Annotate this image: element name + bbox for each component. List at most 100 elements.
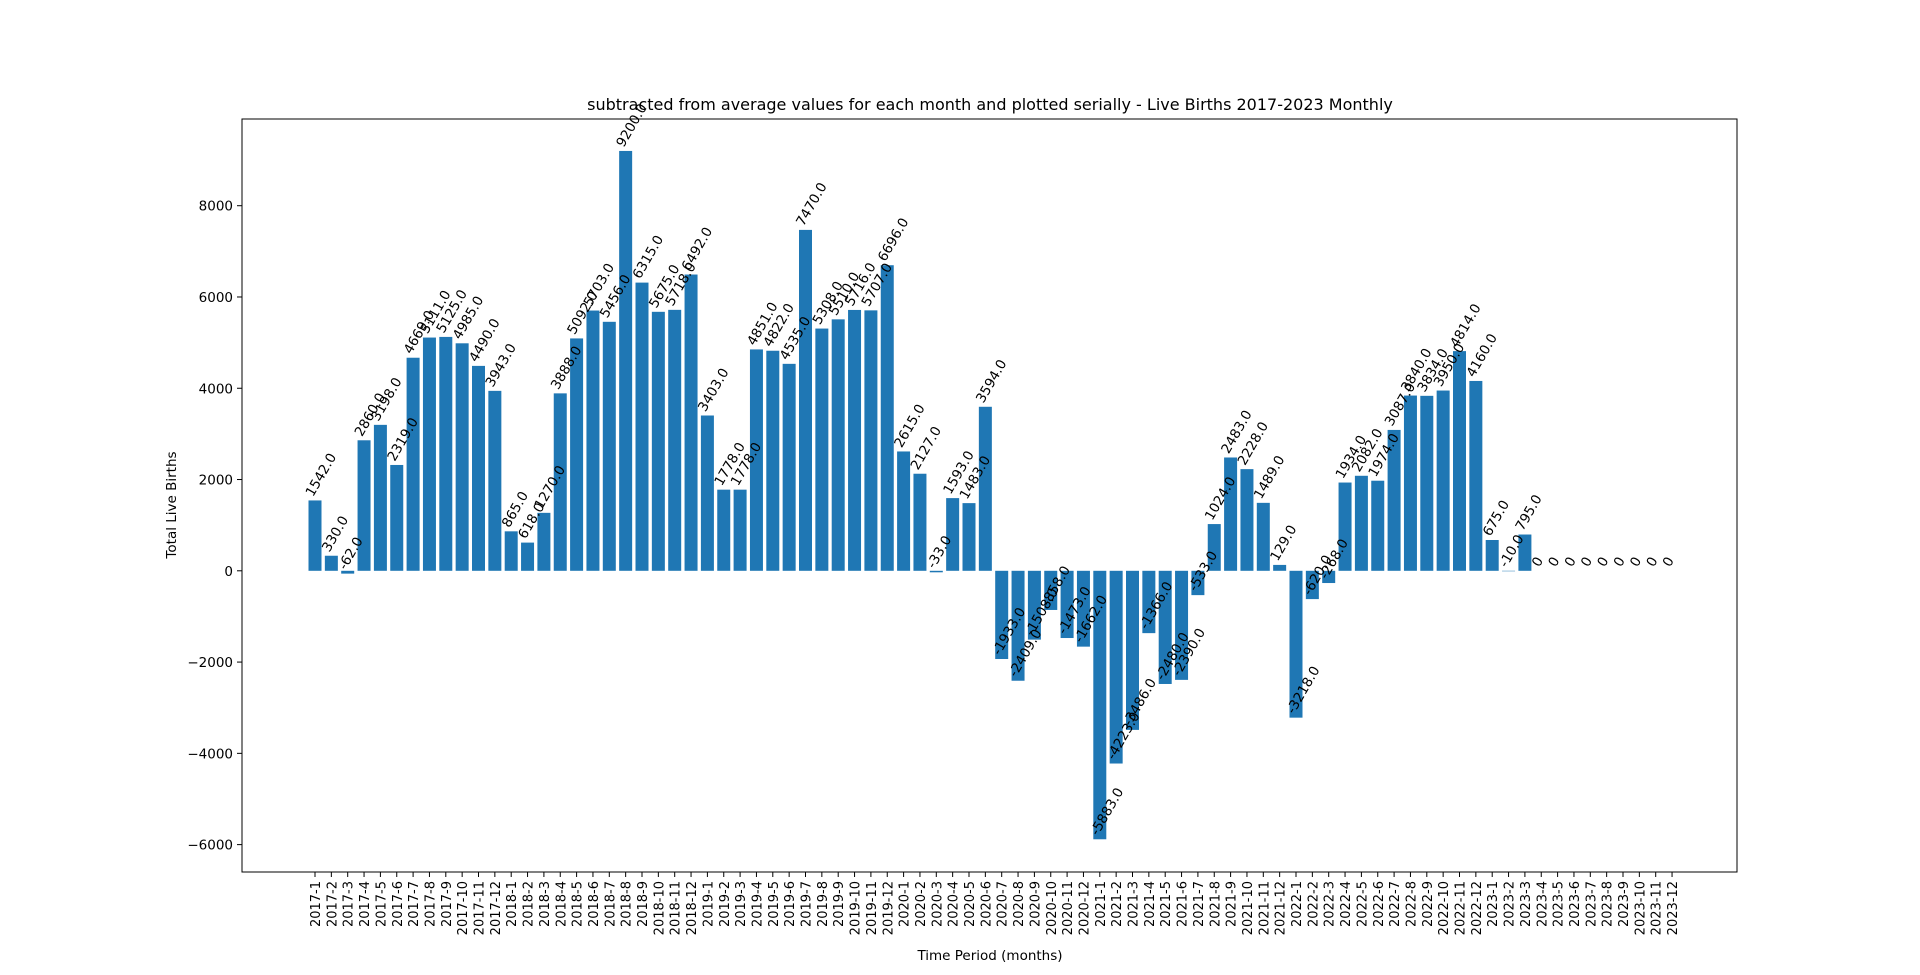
x-tick-label: 2020-7 xyxy=(996,881,1011,927)
x-tick-label: 2022-4 xyxy=(1339,881,1354,927)
chart-title: subtracted from average values for each … xyxy=(587,95,1393,114)
x-tick-label: 2021-12 xyxy=(1274,881,1289,935)
bar xyxy=(390,464,404,571)
bar xyxy=(1011,570,1025,681)
x-tick-label: 2022-10 xyxy=(1437,881,1452,935)
bar xyxy=(1224,457,1238,571)
x-tick-label: 2020-1 xyxy=(898,881,913,927)
bar xyxy=(749,349,763,571)
x-tick-label: 2021-10 xyxy=(1241,881,1256,935)
x-tick-label: 2017-4 xyxy=(358,881,373,927)
x-tick-label: 2020-12 xyxy=(1077,881,1092,935)
x-tick-label: 2018-3 xyxy=(538,881,553,927)
x-tick-label: 2021-8 xyxy=(1208,881,1223,927)
x-tick-label: 2019-8 xyxy=(816,881,831,927)
bar xyxy=(946,498,960,571)
bar xyxy=(995,570,1009,660)
y-tick-label: 0 xyxy=(224,564,233,580)
x-tick-label: 2018-9 xyxy=(636,881,651,927)
bar xyxy=(521,542,535,571)
x-tick-label: 2017-10 xyxy=(456,881,471,935)
bar xyxy=(651,311,665,571)
x-tick-label: 2020-6 xyxy=(979,881,994,927)
x-tick-label: 2020-5 xyxy=(963,881,978,927)
x-tick-label: 2020-9 xyxy=(1028,881,1043,927)
y-tick-label: −2000 xyxy=(187,655,233,671)
bar xyxy=(1289,570,1303,718)
x-tick-label: 2022-9 xyxy=(1421,881,1436,927)
bar xyxy=(1191,570,1205,596)
bar xyxy=(766,350,780,571)
x-tick-label: 2021-9 xyxy=(1225,881,1240,927)
x-tick-label: 2023-4 xyxy=(1535,881,1550,927)
bar xyxy=(1387,429,1401,571)
bar xyxy=(1027,570,1041,640)
y-tick-label: 4000 xyxy=(199,381,233,397)
y-tick-label: 2000 xyxy=(199,473,233,489)
x-tick-label: 2022-6 xyxy=(1372,881,1387,927)
x-tick-label: 2017-11 xyxy=(473,881,488,935)
x-tick-label: 2017-12 xyxy=(489,881,504,935)
x-tick-label: 2018-10 xyxy=(652,881,667,935)
bar xyxy=(602,321,616,571)
x-tick-label: 2018-6 xyxy=(587,881,602,927)
bar xyxy=(586,310,600,571)
x-tick-label: 2017-9 xyxy=(440,881,455,927)
x-tick-label: 2018-2 xyxy=(522,881,537,927)
x-tick-label: 2017-5 xyxy=(374,881,389,927)
x-tick-label: 2021-11 xyxy=(1257,881,1272,935)
x-axis-label: Time Period (months) xyxy=(916,948,1062,964)
bar xyxy=(308,500,322,571)
bar xyxy=(1207,524,1221,571)
bar xyxy=(700,415,714,571)
bar xyxy=(848,309,862,571)
x-tick-label: 2019-9 xyxy=(832,881,847,927)
x-tick-label: 2023-5 xyxy=(1552,881,1567,927)
bar xyxy=(1158,570,1172,684)
bar xyxy=(553,393,567,571)
bar xyxy=(913,473,927,571)
x-tick-label: 2023-2 xyxy=(1503,881,1518,927)
bar xyxy=(733,489,747,571)
bar xyxy=(488,390,502,571)
y-tick-label: −4000 xyxy=(187,746,233,762)
bar xyxy=(635,282,649,571)
x-tick-label: 2019-1 xyxy=(701,881,716,927)
x-tick-label: 2020-2 xyxy=(914,881,929,927)
x-tick-label: 2019-6 xyxy=(783,881,798,927)
y-tick-label: 8000 xyxy=(199,199,233,215)
bar xyxy=(1093,570,1107,840)
bar xyxy=(815,328,829,571)
bar xyxy=(799,229,812,571)
bar xyxy=(1273,564,1287,571)
x-tick-label: 2020-3 xyxy=(930,881,945,927)
bar xyxy=(1322,570,1336,584)
y-tick-label: −6000 xyxy=(187,838,233,854)
bar xyxy=(324,555,338,571)
bar xyxy=(504,531,518,571)
x-tick-label: 2022-8 xyxy=(1404,881,1419,927)
x-tick-label: 2021-1 xyxy=(1094,881,1109,927)
x-tick-label: 2021-3 xyxy=(1127,881,1142,927)
bar xyxy=(717,489,731,571)
bar xyxy=(782,363,796,571)
x-tick-label: 2021-6 xyxy=(1176,881,1191,927)
x-tick-label: 2017-2 xyxy=(325,881,340,927)
x-tick-label: 2020-11 xyxy=(1061,881,1076,935)
x-tick-label: 2023-8 xyxy=(1601,881,1616,927)
x-tick-label: 2018-1 xyxy=(505,881,520,927)
y-axis: −6000 −4000 −2000 0 2000 4000 6000 8000 xyxy=(187,199,242,854)
x-tick-label: 2023-12 xyxy=(1666,881,1681,935)
bar xyxy=(1305,570,1319,600)
bar xyxy=(1436,390,1450,571)
x-tick-label: 2019-5 xyxy=(767,881,782,927)
x-tick-label: 2022-5 xyxy=(1355,881,1370,927)
bar xyxy=(978,406,992,571)
bar xyxy=(341,570,355,574)
bar xyxy=(439,336,453,571)
x-tick-label: 2019-7 xyxy=(800,881,815,927)
bar xyxy=(897,451,911,571)
bar xyxy=(406,357,420,571)
x-axis: 2017-1 2017-2 2017-3 2017-4 2017-5 2017-6 2017… xyxy=(309,872,1681,935)
